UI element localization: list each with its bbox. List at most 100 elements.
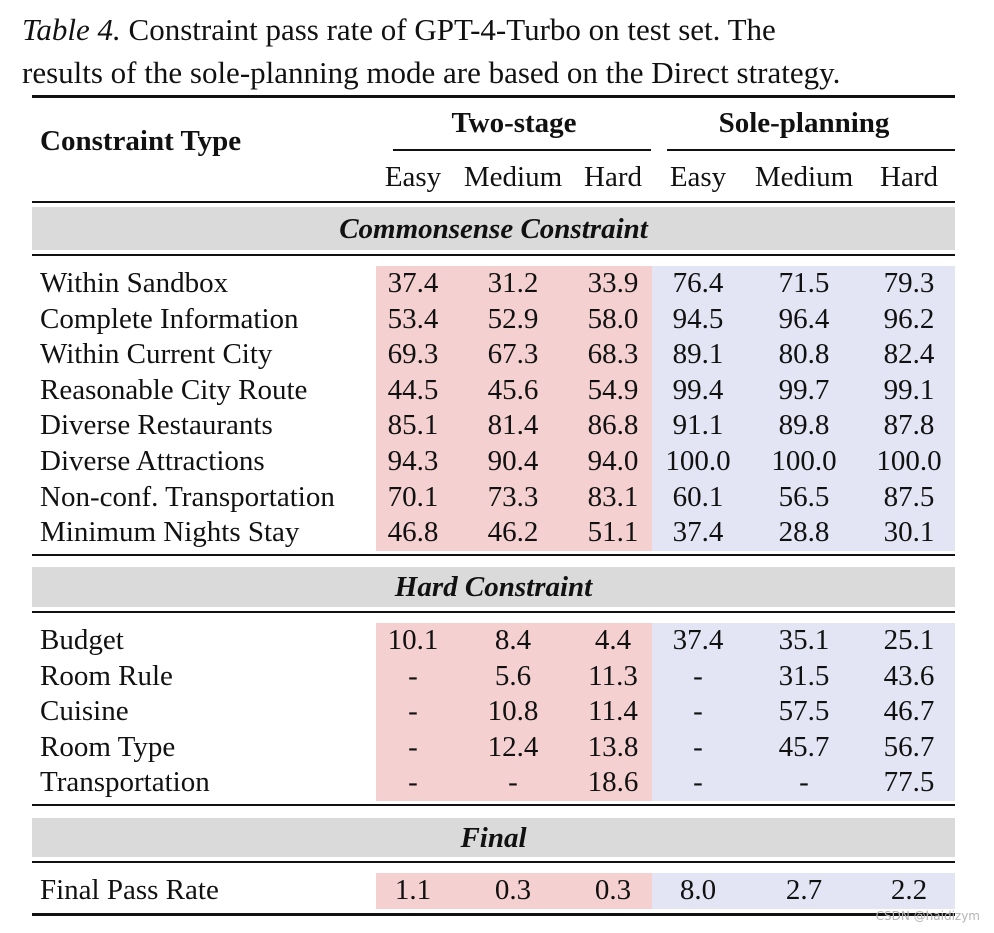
sole-planning-shading — [652, 266, 955, 551]
cell-value: 33.9 — [587, 267, 639, 299]
cell-value: 18.6 — [587, 766, 639, 799]
cell-value: - — [508, 766, 518, 799]
cell-value: 89.1 — [672, 338, 724, 371]
cell-value: 37.4 — [672, 516, 724, 549]
cell-value: 96.2 — [883, 302, 935, 335]
cell-value: 79.3 — [883, 267, 935, 299]
cell-value: 83.1 — [587, 480, 639, 513]
cell-value: 54.9 — [587, 373, 639, 406]
cell-value: 94.3 — [387, 445, 439, 477]
cell-value: 80.8 — [778, 338, 830, 371]
section-rule — [32, 861, 955, 863]
cell-value: 12.4 — [487, 730, 539, 763]
cell-value: 68.3 — [587, 338, 639, 371]
cell-value: 77.5 — [883, 766, 935, 799]
cell-value: 37.4 — [672, 624, 724, 656]
cell-value: 71.5 — [778, 267, 830, 299]
cell-value: 53.4 — [387, 302, 439, 335]
row-label: Budget — [40, 624, 124, 656]
row-header-label: Constraint Type — [40, 125, 242, 157]
cell-value: 100.0 — [876, 445, 942, 477]
table-caption: Table 4. Constraint pass rate of GPT-4-T… — [22, 8, 962, 94]
cell-value: 43.6 — [883, 659, 935, 692]
cell-value: - — [408, 766, 418, 799]
cell-value: 8.4 — [494, 624, 532, 656]
cell-value: 45.6 — [487, 373, 539, 406]
cell-value: 5.6 — [494, 659, 532, 692]
row-label: Within Sandbox — [40, 267, 229, 299]
cell-value: - — [408, 730, 418, 763]
row-label: Minimum Nights Stay — [40, 516, 300, 549]
subheader-4: Medium — [754, 161, 854, 193]
cell-value: 73.3 — [487, 480, 539, 513]
cell-value: 70.1 — [387, 480, 439, 513]
cell-value: - — [693, 766, 703, 799]
cell-value: 99.1 — [883, 373, 935, 406]
section-band — [32, 207, 955, 250]
cell-value: 56.5 — [778, 480, 830, 513]
cell-value: - — [693, 659, 703, 692]
cell-value: 0.3 — [494, 874, 532, 906]
two-stage-shading — [376, 266, 652, 551]
cell-value: 100.0 — [665, 445, 731, 477]
cell-value: 25.1 — [883, 624, 935, 656]
section-top-rule — [32, 554, 955, 556]
group-rule-sole-planning — [667, 149, 955, 151]
cell-value: 87.8 — [883, 409, 935, 442]
row-label: Final Pass Rate — [40, 874, 219, 906]
caption-line-1: Constraint pass rate of GPT-4-Turbo on t… — [120, 12, 776, 47]
cell-value: 96.4 — [778, 302, 830, 335]
section-title: Final — [460, 821, 527, 854]
cell-value: 57.5 — [778, 695, 830, 728]
cell-value: - — [408, 659, 418, 692]
section-rule — [32, 254, 955, 256]
subheader-0: Easy — [384, 161, 442, 193]
cell-value: 76.4 — [672, 267, 724, 299]
cell-value: 0.3 — [594, 874, 632, 906]
cell-value: 45.7 — [778, 730, 830, 763]
cell-value: - — [799, 766, 809, 799]
group-header-sole-planning: Sole-planning — [718, 107, 890, 139]
cell-value: - — [693, 695, 703, 728]
section-band — [32, 818, 955, 857]
row-label: Reasonable City Route — [40, 373, 308, 406]
section-band — [32, 567, 955, 607]
cell-value: 51.1 — [587, 516, 639, 549]
cell-value: 46.2 — [487, 516, 539, 549]
cell-value: 2.7 — [785, 874, 823, 906]
row-label: Cuisine — [40, 695, 129, 728]
cell-value: 31.2 — [487, 267, 539, 299]
cell-value: 94.5 — [672, 302, 724, 335]
sole-planning-shading — [652, 623, 955, 801]
subheader-3: Easy — [669, 161, 727, 193]
group-rule-two-stage — [393, 149, 651, 151]
cell-value: 60.1 — [672, 480, 724, 513]
cell-value: 8.0 — [679, 874, 717, 906]
cell-value: 11.3 — [588, 659, 638, 692]
cell-value: 90.4 — [487, 445, 539, 477]
two-stage-shading — [376, 623, 652, 801]
section-title: Commonsense Constraint — [339, 212, 648, 245]
caption-line-2: results of the sole-planning mode are ba… — [22, 55, 841, 90]
cell-value: 82.4 — [883, 338, 935, 371]
cell-value: 94.0 — [587, 445, 639, 477]
cell-value: 11.4 — [588, 695, 638, 728]
row-label: Room Rule — [40, 659, 173, 692]
section-top-rule — [32, 804, 955, 806]
cell-value: 46.7 — [883, 695, 935, 728]
section-rule — [32, 611, 955, 613]
section-title: Hard Constraint — [394, 571, 593, 603]
row-label: Diverse Attractions — [40, 445, 265, 477]
row-label: Within Current City — [40, 338, 273, 371]
row-label: Diverse Restaurants — [40, 409, 273, 442]
cell-value: 81.4 — [487, 409, 539, 442]
cell-value: 85.1 — [387, 409, 439, 442]
cell-value: 58.0 — [587, 302, 639, 335]
cell-value: 44.5 — [387, 373, 439, 406]
cell-value: - — [693, 730, 703, 763]
row-label: Complete Information — [40, 302, 299, 335]
cell-value: 99.7 — [778, 373, 830, 406]
cell-value: 2.2 — [890, 874, 928, 906]
cell-value: 46.8 — [387, 516, 439, 549]
cell-value: - — [408, 695, 418, 728]
